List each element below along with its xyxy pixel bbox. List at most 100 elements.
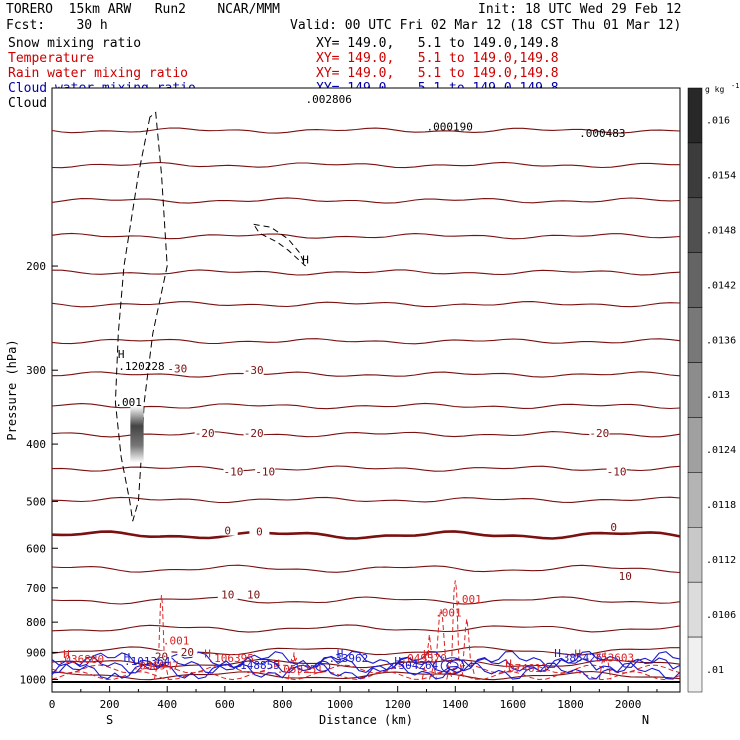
y-tick-label: 1000: [20, 673, 47, 686]
rain-contour: [421, 634, 438, 680]
temperature-contour: [52, 269, 681, 276]
x-tick-label: 600: [215, 698, 235, 711]
high-marker: H: [273, 658, 280, 671]
temperature-contour: [51, 197, 681, 204]
contour-label: 20: [155, 651, 168, 664]
colorbar-segment: [687, 636, 703, 693]
contour-label: -30: [167, 362, 187, 375]
contour-label-bg: [615, 569, 636, 581]
contour-label-bg: [603, 520, 624, 532]
colorbar-tick-label: .01: [706, 665, 724, 676]
contour-label: 0: [610, 521, 617, 534]
contour-label-bg: [223, 465, 244, 477]
temperature-contour: [51, 127, 681, 134]
y-tick-label: 600: [26, 542, 46, 555]
colorbar-tick-label: .0124: [706, 445, 736, 456]
header-init: Init: 18 UTC Wed 29 Feb 12: [478, 2, 682, 17]
contour-label: 10: [619, 570, 632, 583]
y-tick-label: 500: [26, 495, 46, 508]
field-xy: XY= 149.0, 5.1 to 149.0,149.8: [316, 36, 559, 51]
contour-label-bg: [194, 426, 215, 438]
colorbar-tick-label: .013: [706, 390, 730, 401]
x-tick-label: 1400: [442, 698, 469, 711]
contour-label: 0: [256, 525, 263, 538]
temperature-contour: [51, 596, 681, 605]
contour-label-bg: [167, 362, 188, 374]
temperature-contour: [51, 301, 681, 308]
field-name: Snow mixing ratio: [8, 36, 142, 51]
value-label: .33962: [329, 652, 369, 665]
rain-contour: [446, 580, 465, 680]
rain-contour: [51, 671, 681, 681]
value-label: .148855: [233, 659, 279, 672]
value-label: .074613: [501, 662, 547, 675]
cloud-ice-contour: [252, 223, 306, 267]
x-tick-label: 0: [49, 698, 56, 711]
value-label: .304264: [392, 659, 439, 672]
y-axis-label: Pressure (hPa): [5, 339, 19, 440]
contour-label-bg: [217, 588, 238, 600]
colorbar-tick-label: .0112: [706, 555, 736, 566]
colorbar-segment: [687, 581, 703, 638]
x-tick-label: 1000: [327, 698, 354, 711]
rain-contour: [457, 618, 476, 680]
temperature-contour: [51, 232, 681, 240]
value-label: .002806: [306, 93, 352, 106]
y-tick-label: 300: [26, 364, 46, 377]
high-marker: H: [423, 648, 430, 661]
field-xy: XY= 149.0, 5.1 to 149.0,149.8: [316, 66, 559, 81]
high-marker: H: [63, 648, 70, 661]
temperature-contour: [51, 530, 681, 540]
contour-label: -10: [224, 465, 244, 478]
colorbar-segment: [687, 527, 703, 583]
x-tick-label: 2000: [615, 698, 642, 711]
temperature-contour: [51, 496, 681, 504]
header-valid: Valid: 00 UTC Fri 02 Mar 12 (18 CST Thu …: [290, 18, 682, 33]
contour-label: 10: [247, 588, 260, 601]
y-tick-label: 700: [26, 582, 46, 595]
cloud-ice-contour: [114, 111, 168, 522]
cloud-water-contour: [446, 661, 459, 671]
colorbar-segment: [687, 252, 703, 308]
contour-label-bg: [589, 426, 610, 438]
colorbar-segment: [687, 417, 703, 473]
high-marker: H: [554, 647, 561, 660]
contour-label-bg: [243, 426, 264, 438]
contour-label: -20: [589, 427, 609, 440]
x-end-left: S: [106, 713, 113, 727]
contour-label-bg: [249, 525, 270, 537]
colorbar-segment: [687, 472, 703, 528]
value-label: .001: [455, 593, 482, 606]
field-name: Temperature: [8, 51, 95, 66]
temperature-contour: [51, 371, 681, 378]
temperature-contour: [51, 402, 681, 410]
plot-frame: [51, 87, 681, 693]
value-label: .049370: [401, 652, 447, 665]
x-tick-label: 800: [273, 698, 293, 711]
y-tick-label: 400: [26, 438, 46, 451]
colorbar-segment: [687, 362, 703, 418]
contour-label-bg: [151, 650, 172, 662]
snow-shading: [130, 406, 144, 463]
header-title: TORERO 15km ARW Run2 NCAR/MMM: [6, 2, 280, 17]
value-label: .001: [115, 396, 142, 409]
high-marker: H: [302, 253, 309, 266]
y-tick-label: 200: [26, 260, 46, 273]
contour-label: -10: [607, 465, 627, 478]
contour-label: 0: [224, 525, 231, 538]
value-label: .385426: [556, 651, 602, 664]
value-label: .001: [163, 634, 190, 647]
x-end-right: N: [642, 713, 649, 727]
colorbar-tick-label: .0154: [706, 171, 736, 182]
x-tick-label: 1600: [500, 698, 527, 711]
temperature-contour: [51, 465, 681, 472]
value-label: .106395: [208, 652, 254, 665]
value-label: .101364: [124, 655, 171, 668]
value-label: .120228: [118, 360, 164, 373]
colorbar-segment: [687, 87, 703, 144]
x-tick-label: 400: [157, 698, 177, 711]
colorbar-unit-exponent: -1: [731, 82, 739, 90]
x-tick-label: 200: [100, 698, 120, 711]
header-forecast: Fcst: 30 h: [6, 18, 108, 33]
